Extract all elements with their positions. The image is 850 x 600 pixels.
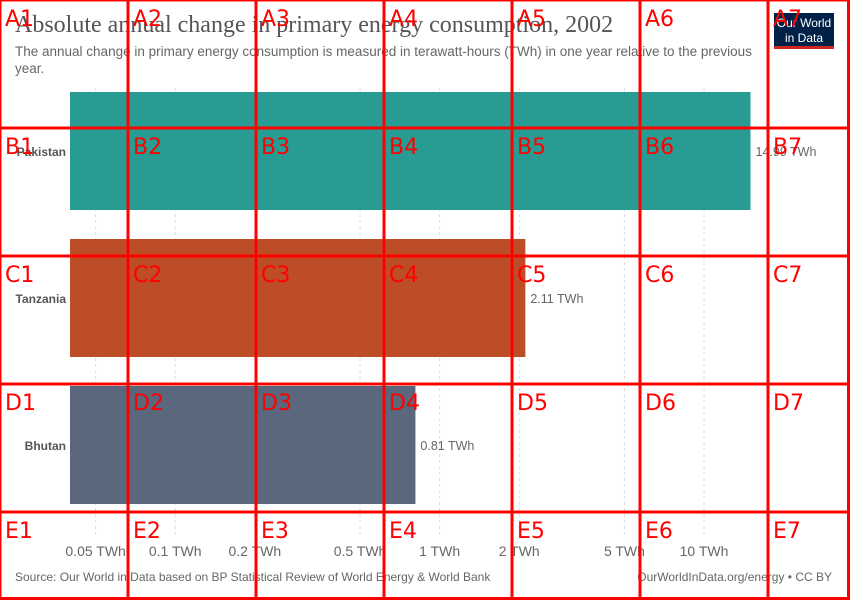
x-tick-label: 5 TWh: [604, 543, 645, 559]
x-tick-label: 10 TWh: [680, 543, 729, 559]
x-tick-label: 0.1 TWh: [149, 543, 202, 559]
x-tick-label: 0.05 TWh: [65, 543, 125, 559]
source-note: Source: Our World in Data based on BP St…: [15, 570, 491, 584]
logo-line-1: Our World: [776, 16, 832, 30]
bar-tanzania[interactable]: [70, 239, 526, 357]
value-label: 0.81 TWh: [420, 439, 474, 453]
bar-pakistan[interactable]: [70, 92, 751, 210]
value-label: 2.11 TWh: [530, 292, 583, 306]
x-tick-label: 2 TWh: [499, 543, 540, 559]
x-axis-ticks: 0.05 TWh 0.1 TWh 0.2 TWh 0.5 TWh 1 TWh 2 TWh 5…: [65, 543, 728, 559]
bars: [70, 92, 751, 504]
bar-bhutan[interactable]: [70, 386, 416, 504]
labels: Pakistan 14.99 TWh Tanzania 2.11 TWh Bhutan 0…: [16, 145, 817, 453]
x-tick-label: 1 TWh: [419, 543, 460, 559]
category-label: Bhutan: [25, 439, 66, 453]
x-tick-label: 0.2 TWh: [228, 543, 281, 559]
owid-logo[interactable]: Our World in Data: [774, 13, 834, 49]
x-tick-label: 0.5 TWh: [334, 543, 387, 559]
logo-line-2: in Data: [784, 31, 824, 45]
license-link[interactable]: OurWorldInData.org/energy • CC BY: [637, 570, 832, 584]
category-label: Tanzania: [16, 292, 67, 306]
value-label: 14.99 TWh: [756, 145, 817, 159]
category-label: Pakistan: [17, 145, 66, 159]
